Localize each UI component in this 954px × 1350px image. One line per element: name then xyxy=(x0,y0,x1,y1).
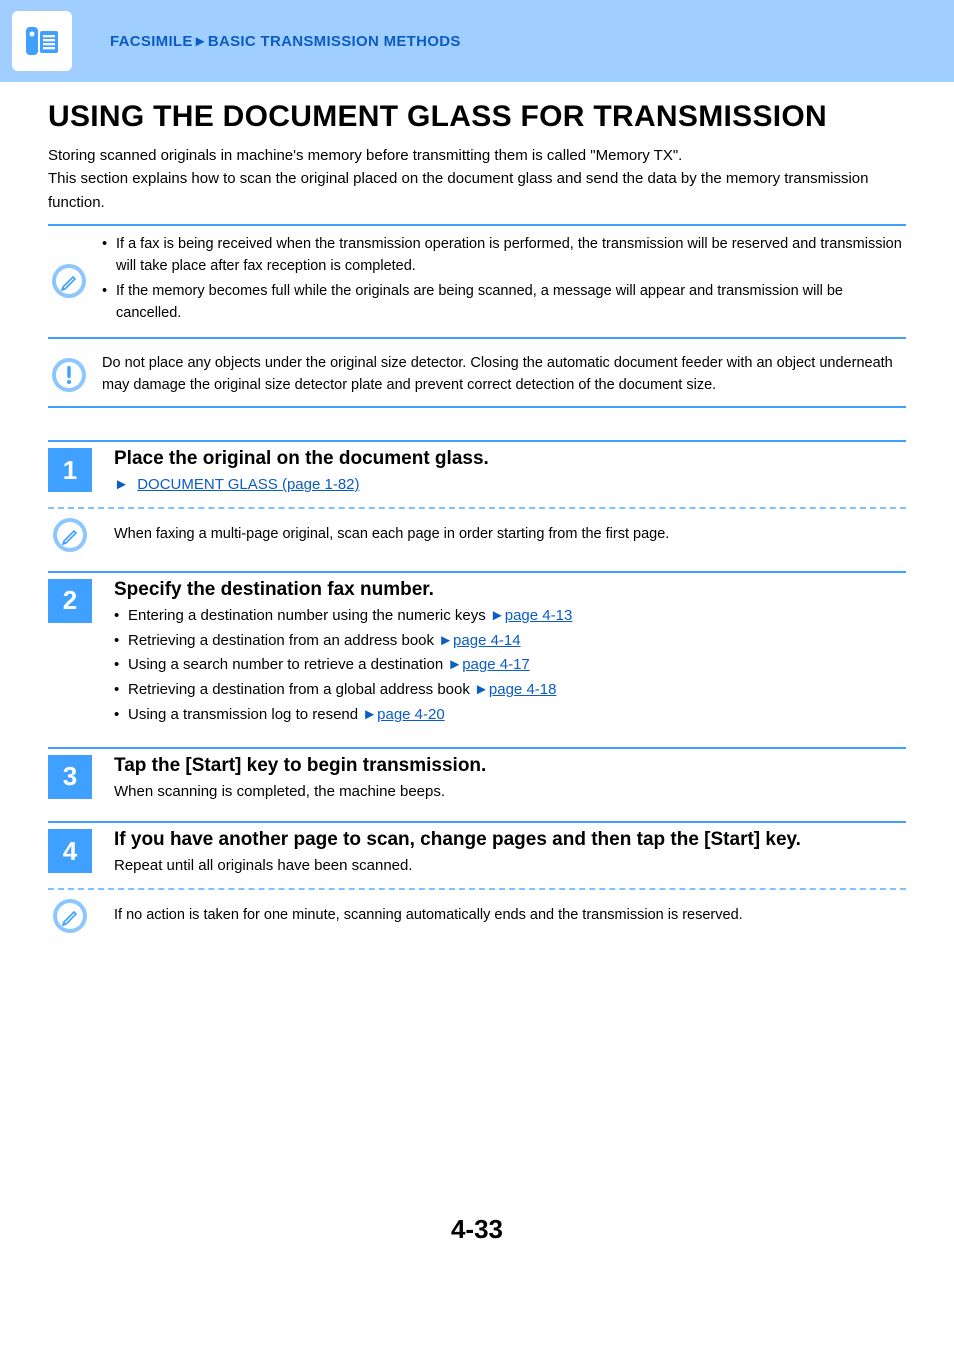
pencil-icon xyxy=(52,898,88,934)
list-item-text: Entering a destination number using the … xyxy=(128,607,490,624)
info-icon-col xyxy=(48,234,90,329)
step-number: 1 xyxy=(48,448,92,492)
list-item-text: Retrieving a destination from a global a… xyxy=(128,681,474,698)
intro-text: Storing scanned originals in machine's m… xyxy=(48,144,906,214)
dashed-separator xyxy=(48,507,906,509)
breadcrumb-section: FACSIMILE xyxy=(110,33,193,50)
warning-block: Do not place any objects under the origi… xyxy=(48,345,906,409)
breadcrumb-sep: ► xyxy=(193,33,208,50)
step-4-note: If no action is taken for one minute, sc… xyxy=(48,898,906,934)
list-item: Using a transmission log to resend ►page… xyxy=(114,704,906,726)
step-4-desc: Repeat until all originals have been sca… xyxy=(114,855,906,878)
step-1-block: 1 Place the original on the document gla… xyxy=(48,440,906,553)
list-item: Using a search number to retrieve a dest… xyxy=(114,654,906,676)
pencil-icon xyxy=(52,517,88,553)
page-header: FACSIMILE►BASIC TRANSMISSION METHODS xyxy=(0,0,954,82)
document-glass-link[interactable]: DOCUMENT GLASS (page 1-82) xyxy=(137,476,359,493)
link-arrow: ► xyxy=(474,681,489,698)
step-4-block: 4 If you have another page to scan, chan… xyxy=(48,821,906,934)
step-number: 4 xyxy=(48,829,92,873)
step-3-desc: When scanning is completed, the machine … xyxy=(114,781,906,804)
page-link[interactable]: page 4-20 xyxy=(377,706,445,723)
content-area: USING THE DOCUMENT GLASS FOR TRANSMISSIO… xyxy=(0,82,954,934)
list-item-text: Using a search number to retrieve a dest… xyxy=(128,656,447,673)
breadcrumb: FACSIMILE►BASIC TRANSMISSION METHODS xyxy=(110,33,461,50)
link-arrow: ► xyxy=(490,607,505,624)
page-link[interactable]: page 4-18 xyxy=(489,681,557,698)
page-link[interactable]: page 4-14 xyxy=(453,632,521,649)
list-item-text: Retrieving a destination from an address… xyxy=(128,632,438,649)
step-2-title: Specify the destination fax number. xyxy=(114,579,906,601)
list-item: Retrieving a destination from an address… xyxy=(114,630,906,652)
link-arrow: ► xyxy=(362,706,377,723)
breadcrumb-subsection: BASIC TRANSMISSION METHODS xyxy=(208,33,461,50)
step-2-list: Entering a destination number using the … xyxy=(114,605,906,726)
step-1-title: Place the original on the document glass… xyxy=(114,448,906,470)
page-link[interactable]: page 4-17 xyxy=(462,656,530,673)
step-number: 3 xyxy=(48,755,92,799)
dashed-separator xyxy=(48,888,906,890)
header-icon-box xyxy=(12,11,72,71)
link-arrow: ► xyxy=(447,656,462,673)
info-note-item: If a fax is being received when the tran… xyxy=(102,234,906,278)
fax-icon xyxy=(22,21,62,61)
step-2-block: 2 Specify the destination fax number. En… xyxy=(48,571,906,729)
step-4-note-text: If no action is taken for one minute, sc… xyxy=(114,905,743,927)
page-title: USING THE DOCUMENT GLASS FOR TRANSMISSIO… xyxy=(48,100,906,134)
step-4-title: If you have another page to scan, change… xyxy=(114,829,906,851)
list-item: Entering a destination number using the … xyxy=(114,605,906,627)
warning-icon-col xyxy=(48,353,90,397)
step-1-link-line: ► DOCUMENT GLASS (page 1-82) xyxy=(114,474,906,497)
link-arrow: ► xyxy=(114,476,129,493)
list-item-text: Using a transmission log to resend xyxy=(128,706,362,723)
link-arrow: ► xyxy=(438,632,453,649)
pencil-icon xyxy=(51,263,87,299)
page-number: 4-33 xyxy=(0,1214,954,1275)
step-3-title: Tap the [Start] key to begin transmissio… xyxy=(114,755,906,777)
step-3-block: 3 Tap the [Start] key to begin transmiss… xyxy=(48,747,906,804)
step-number: 2 xyxy=(48,579,92,623)
step-1-note: When faxing a multi-page original, scan … xyxy=(48,517,906,553)
info-text: If a fax is being received when the tran… xyxy=(102,234,906,329)
warning-text: Do not place any objects under the origi… xyxy=(102,353,906,397)
exclamation-icon xyxy=(51,357,87,393)
step-1-note-text: When faxing a multi-page original, scan … xyxy=(114,524,669,546)
list-item: Retrieving a destination from a global a… xyxy=(114,679,906,701)
info-note-block: If a fax is being received when the tran… xyxy=(48,224,906,339)
page-link[interactable]: page 4-13 xyxy=(505,607,573,624)
info-note-item: If the memory becomes full while the ori… xyxy=(102,281,906,325)
